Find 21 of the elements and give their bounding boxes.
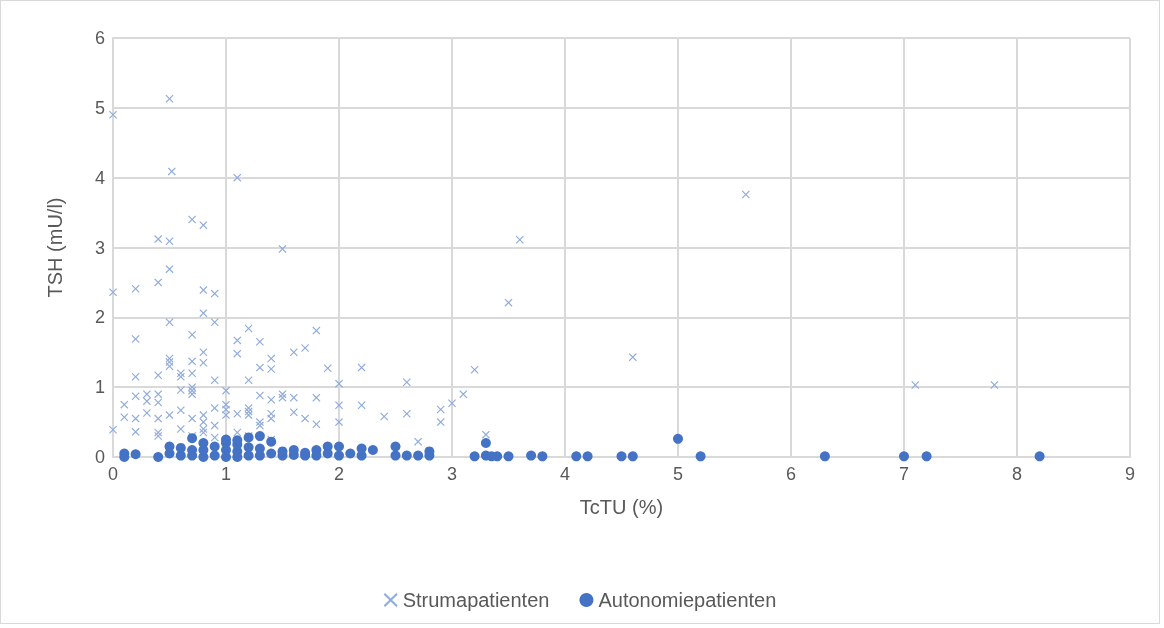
x-tick-label: 1	[220, 464, 232, 484]
x-tick-label: 2	[333, 464, 345, 484]
x-tick-label: 4	[559, 464, 571, 484]
y-tick-label: 4	[94, 167, 105, 188]
x-tick-label: 6	[785, 464, 797, 484]
y-tick-label: 1	[94, 377, 105, 398]
y-axis-title: TSH (mU/l)	[44, 197, 66, 298]
x-tick-label: 5	[672, 464, 684, 484]
y-tick-label: 0	[94, 447, 105, 467]
y-tick-label: 3	[94, 237, 105, 258]
legend-label: Autonomiepatienten	[598, 589, 777, 611]
x-tick-label: 7	[898, 464, 910, 484]
x-tick-label: 0	[107, 464, 119, 484]
x-tick-label: 9	[1124, 464, 1136, 484]
x-axis-title: TcTU (%)	[579, 496, 664, 518]
x-tick-label: 3	[446, 464, 458, 484]
y-tick-label: 5	[94, 97, 105, 118]
legend-label: Strumapatienten	[402, 589, 550, 611]
y-tick-label: 6	[94, 28, 105, 48]
x-tick-label: 8	[1011, 464, 1023, 484]
y-tick-label: 2	[94, 307, 105, 328]
